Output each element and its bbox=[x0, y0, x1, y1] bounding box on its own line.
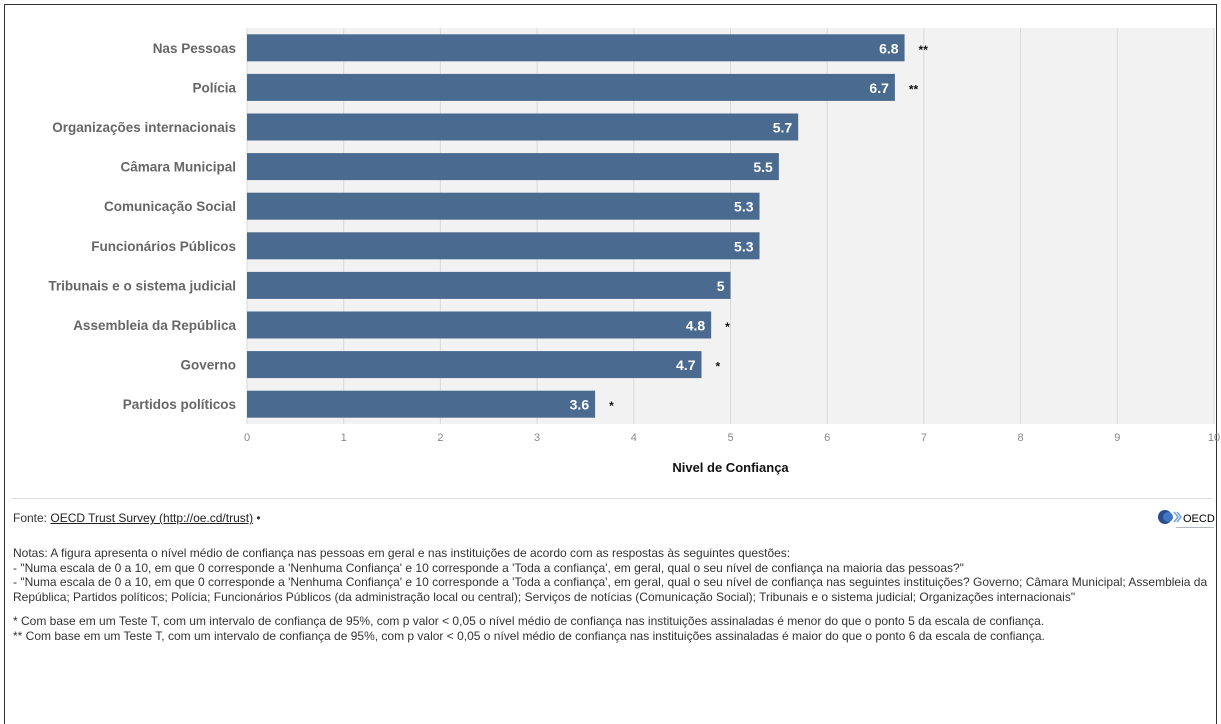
bar bbox=[247, 271, 731, 299]
bar bbox=[247, 232, 760, 260]
oecd-logo-text: OECD bbox=[1183, 513, 1215, 525]
bar bbox=[247, 73, 895, 101]
bar-value-label: 5.3 bbox=[734, 199, 754, 215]
x-tick-label: 2 bbox=[437, 432, 443, 444]
notes-double-star: ** Com base em um Teste T, com um interv… bbox=[13, 628, 1045, 643]
x-tick-label: 9 bbox=[1114, 432, 1120, 444]
bar bbox=[247, 351, 702, 379]
notes-single-star: * Com base em um Teste T, com um interva… bbox=[13, 614, 1045, 629]
notes-question-institutions: - "Numa escala de 0 a 10, em que 0 corre… bbox=[13, 575, 1208, 604]
significance-marker: * bbox=[715, 360, 720, 374]
bar-value-label: 6.7 bbox=[869, 80, 889, 96]
category-label: Organizações internacionais bbox=[52, 120, 236, 135]
notes-block: Notas: A figura apresenta o nível médio … bbox=[13, 546, 1208, 644]
bar-value-label: 6.8 bbox=[879, 40, 899, 56]
source-prefix: Fonte: bbox=[13, 511, 51, 525]
x-tick-label: 0 bbox=[244, 432, 250, 444]
category-label: Assembleia da República bbox=[73, 318, 236, 333]
category-label: Nas Pessoas bbox=[153, 41, 236, 56]
significance-marker: * bbox=[725, 320, 730, 334]
significance-marker: ** bbox=[909, 82, 919, 96]
significance-marker: ** bbox=[919, 43, 929, 57]
oecd-logo-icon: OECD bbox=[1158, 510, 1215, 528]
x-tick-label: 4 bbox=[631, 432, 637, 444]
notes-question-people: - "Numa escala de 0 a 10, em que 0 corre… bbox=[13, 560, 964, 575]
x-tick-label: 8 bbox=[1018, 432, 1024, 444]
bar-value-label: 5.7 bbox=[773, 120, 793, 136]
category-label: Câmara Municipal bbox=[120, 160, 236, 175]
significance-marker: * bbox=[609, 399, 614, 413]
category-label: Partidos políticos bbox=[123, 397, 236, 412]
bar bbox=[247, 390, 596, 418]
notes-intro: Notas: A figura apresenta o nível médio … bbox=[13, 546, 791, 560]
x-tick-label: 7 bbox=[921, 432, 927, 444]
category-label: Polícia bbox=[192, 80, 236, 95]
x-tick-label: 6 bbox=[824, 432, 830, 444]
category-label: Governo bbox=[180, 358, 236, 373]
bar-value-label: 4.7 bbox=[676, 357, 696, 373]
bar-value-label: 5.5 bbox=[753, 159, 773, 175]
bar-value-label: 5 bbox=[717, 278, 725, 294]
source-link[interactable]: OECD Trust Survey (http://oe.cd/trust) bbox=[50, 511, 254, 525]
source-suffix: • bbox=[253, 511, 261, 525]
bar bbox=[247, 311, 712, 339]
bar bbox=[247, 113, 799, 141]
bar bbox=[247, 153, 779, 181]
x-tick-label: 10 bbox=[1208, 432, 1220, 444]
x-tick-label: 3 bbox=[534, 432, 540, 444]
x-axis-title: Nivel de Confiança bbox=[672, 460, 789, 475]
bar bbox=[247, 34, 905, 62]
category-label: Tribunais e o sistema judicial bbox=[48, 278, 236, 293]
x-tick-label: 1 bbox=[341, 432, 347, 444]
bar-value-label: 3.6 bbox=[570, 397, 590, 413]
bar-value-label: 5.3 bbox=[734, 238, 754, 254]
category-label: Comunicação Social bbox=[104, 199, 236, 214]
source-line: Fonte: OECD Trust Survey (http://oe.cd/t… bbox=[13, 511, 261, 525]
x-tick-label: 5 bbox=[727, 432, 733, 444]
bar bbox=[247, 192, 760, 220]
footer-divider bbox=[12, 498, 1212, 499]
category-label: Funcionários Públicos bbox=[91, 239, 236, 254]
bar-value-label: 4.8 bbox=[686, 318, 706, 334]
oecd-logo[interactable]: OECD bbox=[1156, 507, 1216, 531]
